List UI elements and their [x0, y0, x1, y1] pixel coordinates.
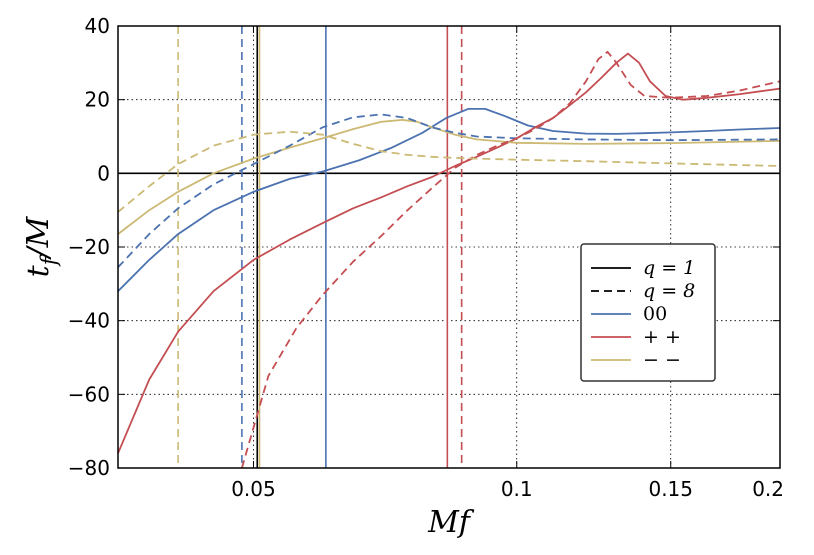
x-axis-label: Mf: [427, 505, 475, 540]
legend-label: + +: [643, 326, 681, 348]
y-label-subscript: f: [37, 254, 61, 267]
legend-label: q = 8: [643, 280, 695, 302]
ticks: −80 −60 −40 −20 0 20 40 0.05 0.1 0.15 0.2: [68, 14, 784, 501]
y-tick-label: −40: [68, 309, 110, 333]
series-line: [117, 130, 781, 213]
x-tick-label: 0.1: [501, 477, 533, 501]
legend-label: 00: [643, 303, 667, 325]
y-tick-label: 40: [85, 14, 110, 38]
legend-label: q = 1: [643, 257, 695, 279]
reference-vlines: [177, 26, 463, 468]
y-tick-label: 20: [85, 88, 110, 112]
y-tick-label: 0: [97, 161, 110, 185]
series-line: [117, 108, 781, 292]
y-tick-label: −20: [68, 235, 110, 259]
series-line: [117, 113, 781, 268]
y-axis-label: tf/M: [21, 215, 61, 277]
legend-label: − −: [643, 349, 681, 371]
legend: q = 1q = 800+ +− −: [580, 243, 716, 382]
y-tick-label: −60: [68, 382, 110, 406]
x-tick-label: 0.15: [648, 477, 693, 501]
x-tick-label: 0.2: [752, 477, 784, 501]
legend-box: [580, 243, 716, 382]
y-label-rest: /M: [21, 215, 56, 260]
series-line: [241, 50, 781, 469]
y-tick-label: −80: [68, 456, 110, 480]
series-group: [117, 50, 781, 469]
x-tick-label: 0.05: [231, 477, 276, 501]
series-line: [117, 119, 781, 235]
